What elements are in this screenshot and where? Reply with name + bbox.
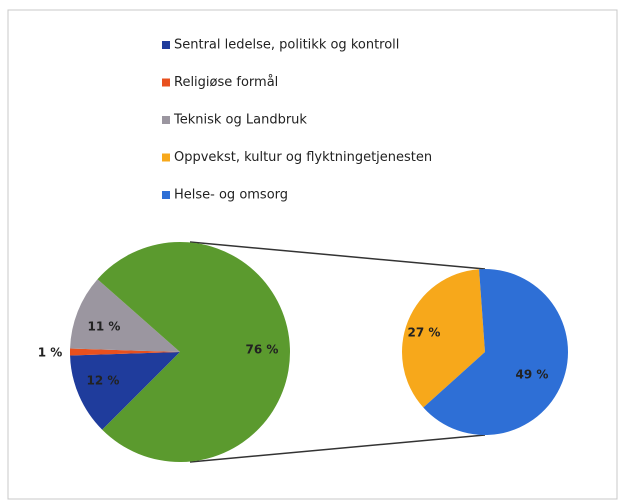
pie-slice (423, 269, 568, 435)
legend-label: Oppvekst, kultur og flyktningetjenesten (174, 150, 432, 165)
data-label: 11 % (88, 320, 121, 334)
legend-swatch (162, 78, 170, 87)
pie-slice (70, 352, 180, 430)
pie-slice (402, 269, 485, 408)
legend-swatch (162, 116, 170, 124)
data-label: 1 % (38, 346, 63, 360)
legend-label: Helse- og omsorg (174, 188, 288, 203)
legend-swatch (162, 191, 170, 199)
legend-swatch (162, 153, 170, 162)
legend-swatch (162, 41, 170, 49)
pie-slice (70, 279, 180, 352)
pie-slice (70, 348, 180, 356)
data-label: 76 % (246, 343, 279, 357)
connector-line (189, 434, 486, 463)
legend-label: Religiøse formål (174, 75, 278, 90)
legend-label: Teknisk og Landbruk (173, 113, 307, 128)
connector-line (189, 241, 486, 270)
pie-slice (97, 242, 290, 462)
data-label: 27 % (408, 326, 441, 340)
legend-label: Sentral ledelse, politikk og kontroll (174, 38, 399, 53)
data-label: 49 % (516, 368, 549, 382)
data-label: 12 % (87, 374, 120, 388)
